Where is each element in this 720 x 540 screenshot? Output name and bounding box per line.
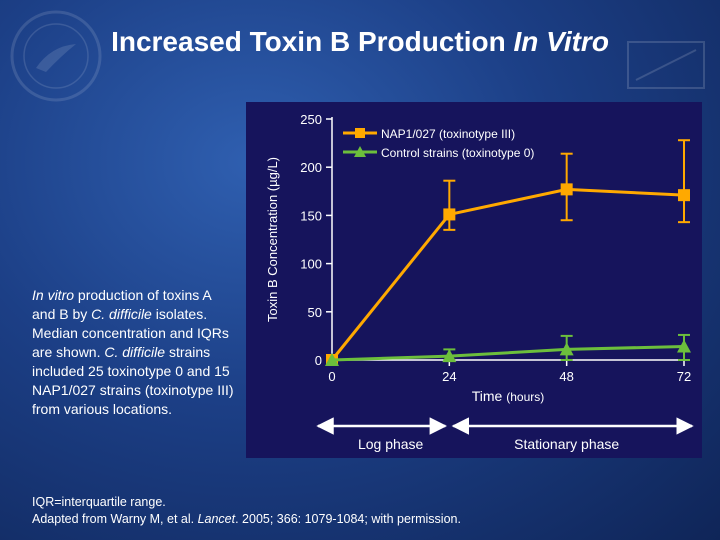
y-tick-label: 150 — [300, 208, 322, 223]
caption-part: C. difficile — [104, 344, 166, 360]
y-tick-label: 50 — [308, 305, 322, 320]
caption-part: strains included 25 toxinotype 0 and 15 … — [32, 344, 234, 417]
cdc-logo-icon — [627, 41, 705, 89]
y-tick-label: 250 — [300, 112, 322, 127]
x-tick-label: 48 — [559, 369, 573, 384]
caption-part: C. difficile — [91, 306, 152, 322]
series-line — [331, 345, 685, 362]
x-tick-label: 72 — [677, 369, 691, 384]
data-point — [559, 342, 574, 356]
y-tick-label: 200 — [300, 160, 322, 175]
hhs-seal-icon — [10, 10, 102, 102]
slide-title-main: Increased Toxin B Production — [111, 26, 514, 57]
y-tick-label: 100 — [300, 257, 322, 272]
x-axis-label: Time (hours) — [472, 388, 545, 404]
slide-title-italic: In Vitro — [513, 26, 609, 57]
citation-journal: Lancet — [197, 512, 236, 526]
phase-label: Log phase — [358, 436, 424, 452]
caption-part: In vitro — [32, 287, 75, 303]
data-point — [677, 339, 691, 353]
x-axis-label-unit: (hours) — [506, 390, 544, 404]
slide-title: Increased Toxin B Production In Vitro — [0, 26, 720, 58]
y-axis-label: Toxin B Concentration (µg/L) — [265, 157, 280, 322]
x-axis-label-main: Time — [472, 388, 506, 404]
data-point — [678, 189, 690, 202]
legend-label: Control strains (toxinotype 0) — [381, 146, 534, 160]
footer-notes: IQR=interquartile range. Adapted from Wa… — [32, 494, 592, 528]
x-tick-label: 24 — [442, 369, 456, 384]
footer-citation: Adapted from Warny M, et al. Lancet. 200… — [32, 511, 592, 528]
data-point — [443, 208, 456, 221]
toxin-b-chart: 0 50 100 150 200 250 0 24 48 72 Time (hours) Toxin … — [265, 112, 694, 452]
phase-label: Stationary phase — [514, 436, 619, 452]
data-point — [560, 183, 573, 196]
caption-part: production of toxins A and B by — [32, 287, 211, 322]
legend-marker — [354, 146, 366, 157]
data-point — [442, 349, 457, 363]
citation-part: Adapted from Warny M, et al. — [32, 512, 198, 526]
series-line — [330, 187, 685, 361]
legend-marker — [355, 128, 365, 138]
data-point — [325, 353, 339, 366]
chart-panel: 0 50 100 150 200 250 0 24 48 72 Time (hours) Toxin … — [246, 102, 702, 458]
legend-label: NAP1/027 (toxinotype III) — [381, 127, 515, 141]
citation-part: . 2005; 366: 1079-1084; with permission. — [235, 512, 461, 526]
footer-abbreviation: IQR=interquartile range. — [32, 495, 166, 509]
y-tick-label: 0 — [315, 353, 322, 368]
caption-part: isolates. Median concentration and IQRs … — [32, 306, 229, 360]
x-tick-label: 0 — [328, 369, 335, 384]
chart-caption: In vitro production of toxins A and B by… — [32, 286, 237, 419]
